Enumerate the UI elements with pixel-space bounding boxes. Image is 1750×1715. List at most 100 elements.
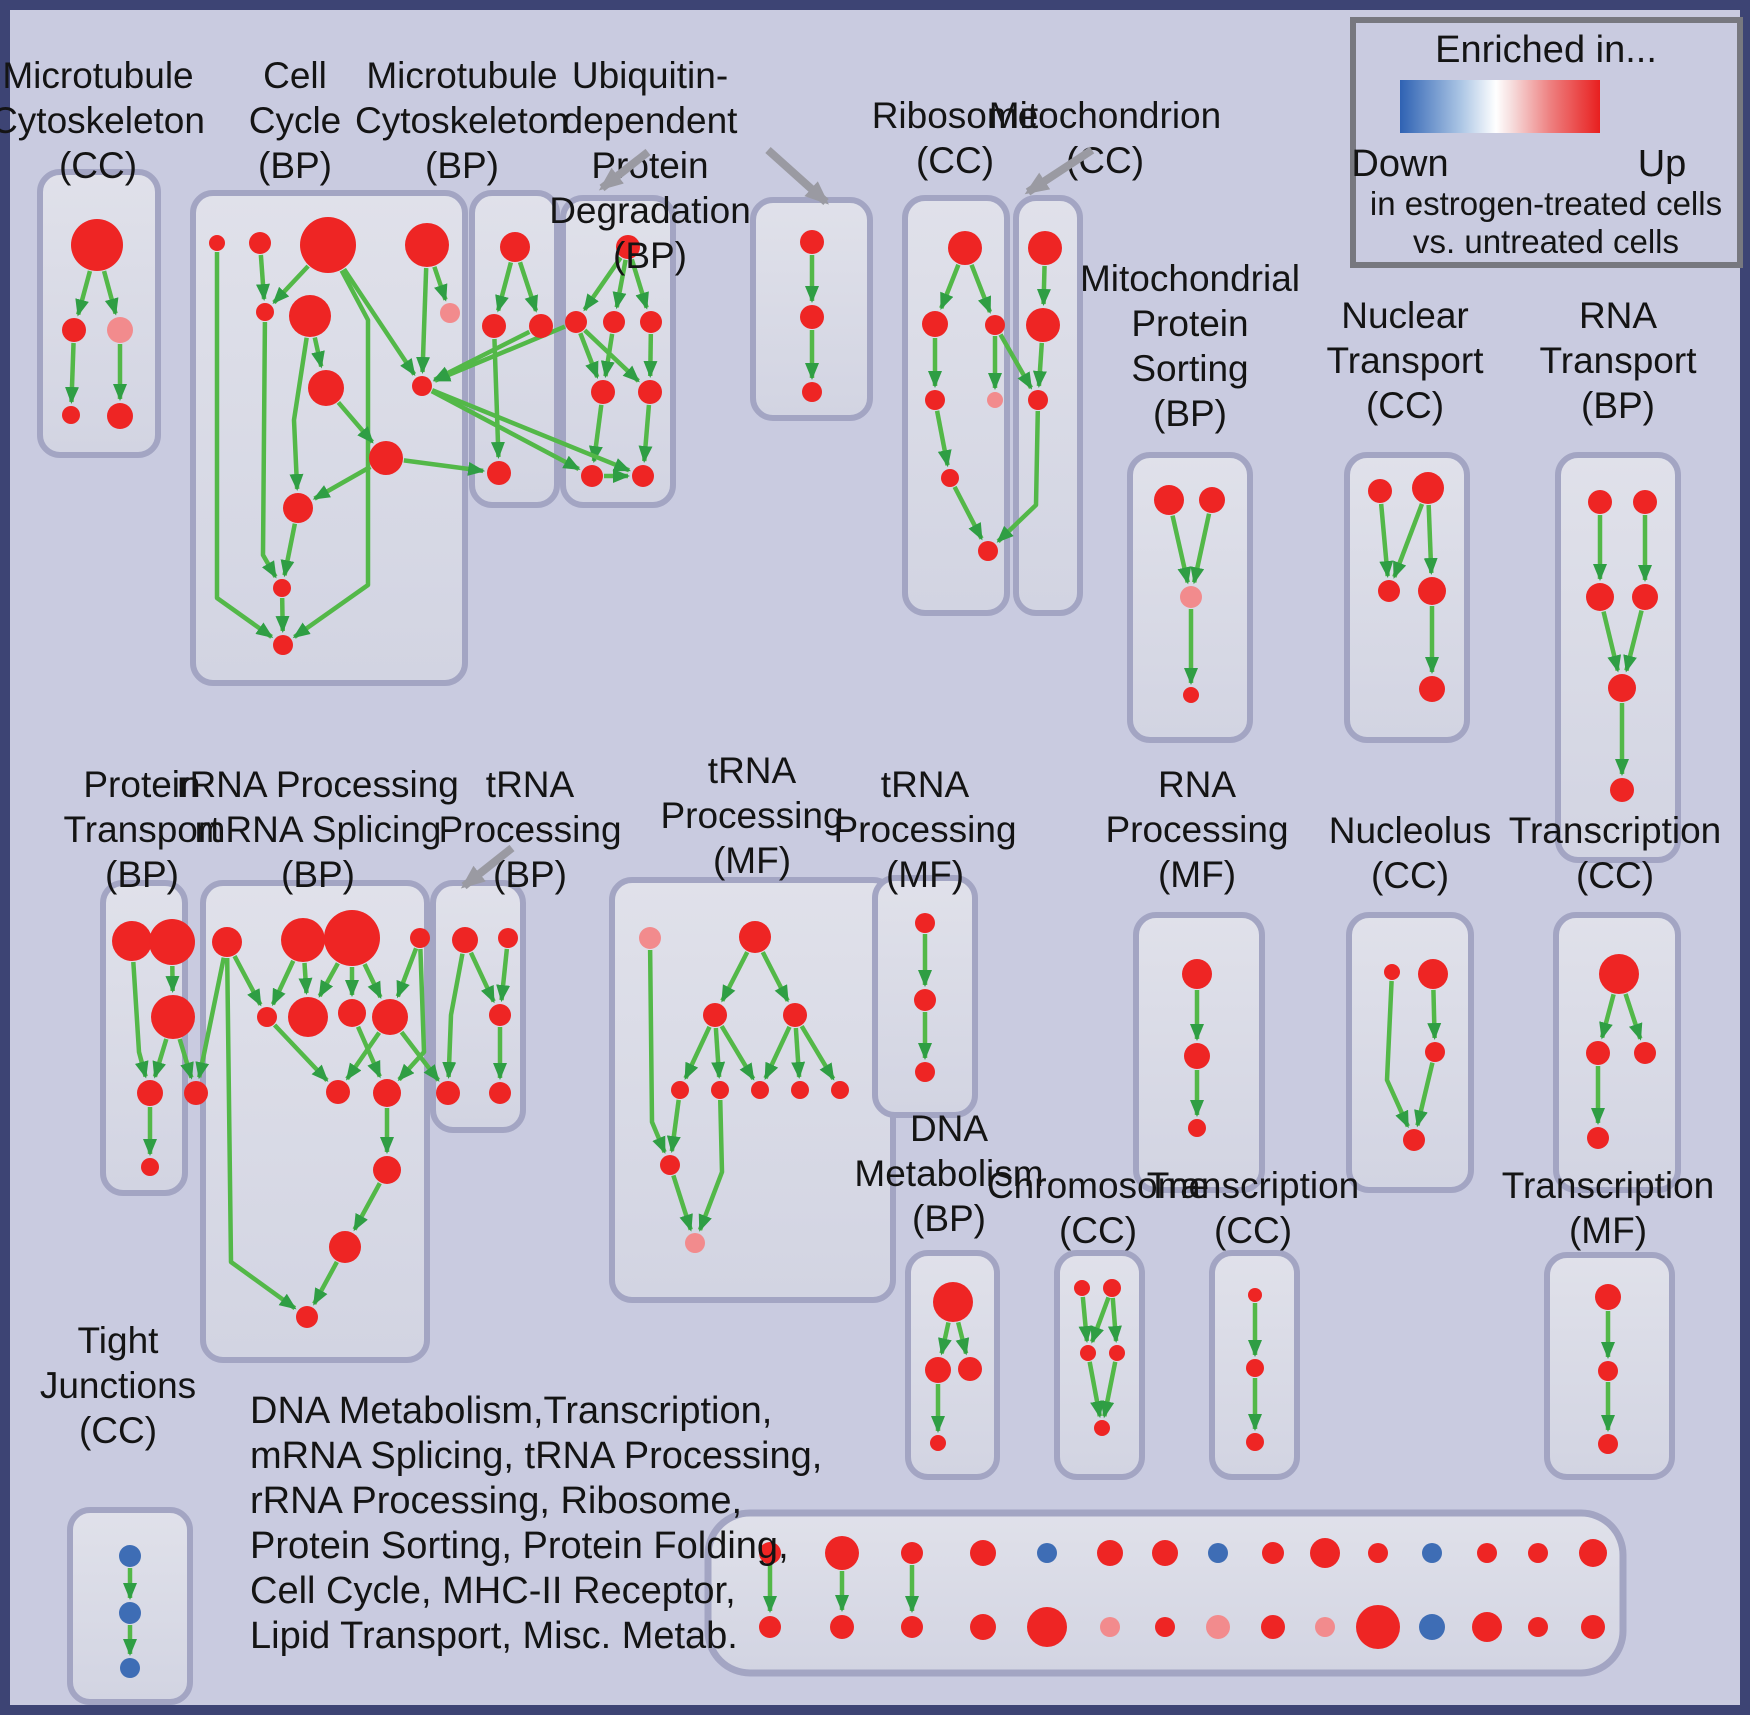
edges-layer [64, 252, 1652, 1656]
cluster-label-nt-line2: Transport [1327, 340, 1485, 381]
go-term-node-rrna-K [257, 1007, 277, 1027]
cluster-label-trmf-line2: (MF) [1569, 1210, 1647, 1251]
cluster-label-mt-cc-line2: Cytoskeleton [0, 100, 205, 141]
misc-pathways-text-line1: DNA Metabolism,Transcription, [250, 1390, 772, 1432]
edge-rrna.G-to-pt.E [195, 957, 226, 1080]
go-term-node-trccmid-w2 [1586, 1041, 1610, 1065]
edge-trnamf1.p4-to-trnamf1.q5 [799, 1024, 836, 1081]
go-term-node-rrna-H [281, 918, 325, 962]
go-term-node-trnabp-T1 [452, 927, 478, 953]
edge-cc.b-to-cc.e [255, 254, 270, 302]
cluster-label-trnamf1-line2: Processing [660, 795, 843, 836]
go-term-node-trnamf1-q2 [711, 1081, 729, 1099]
edge-rrna.J-to-rrna.N [395, 947, 419, 999]
go-term-node-mtbp-m2 [529, 314, 553, 338]
go-term-node-cc-b [249, 232, 271, 254]
go-term-node-nucleolus-v2 [1418, 959, 1448, 989]
go-term-node-dnamet-d3 [958, 1357, 982, 1381]
misc-node-top-12 [1422, 1543, 1442, 1563]
go-term-node-pt-D [137, 1080, 163, 1106]
edge-nucleolus.v2-to-nucleolus.v3 [1427, 989, 1442, 1041]
go-term-node-mtbp-t [500, 232, 530, 262]
misc-node-top-3 [901, 1542, 923, 1564]
go-term-node-nt-t5 [1419, 676, 1445, 702]
go-term-node-rrna-I [324, 910, 380, 966]
cluster-label-pt-line3: (BP) [105, 854, 179, 895]
go-term-node-chromosome-c1 [1074, 1280, 1090, 1296]
go-term-node-trnabp-T5 [489, 1082, 511, 1104]
edge-cc.f-to-cc.k [289, 337, 309, 492]
cluster-label-trmf-line1: Transcription [1502, 1165, 1714, 1206]
edge-cc.i-to-ubiqL.bo1 [430, 389, 581, 471]
edge-rrna.H-to-rrna.K [270, 959, 296, 1007]
cluster-label-ubiqL-line5: (BP) [613, 235, 687, 276]
misc-node-bottom-9 [1261, 1615, 1285, 1639]
ubiquitin-right-arrow [765, 147, 829, 205]
edge-mtbp.m2-to-cc.i [432, 329, 531, 382]
go-term-node-cc-e [256, 303, 274, 321]
edge-rt.u4-to-rt.u5 [1623, 610, 1644, 673]
edge-ubiqL.m1-to-ubiqL.lo2 [583, 328, 640, 383]
cluster-label-mps-line1: Mitochondrial [1080, 258, 1300, 299]
edge-rrna.G-to-rrna.S [224, 957, 297, 1311]
cluster-label-mtbp-line2: Cytoskeleton [355, 100, 569, 141]
go-term-node-pt-B [149, 919, 195, 965]
go-term-node-trnamf1-q5 [831, 1081, 849, 1099]
legend: Enriched in... Down Up in estrogen-treat… [1350, 17, 1743, 268]
cluster-label-pt-line1: Protein [83, 764, 200, 805]
misc-node-top-14 [1528, 1543, 1548, 1563]
go-term-node-ubiqR-a [800, 230, 824, 254]
cluster-label-trnamf2-line3: (MF) [886, 854, 964, 895]
go-term-node-tight-g1 [119, 1545, 141, 1567]
go-term-node-rrna-Q [373, 1156, 401, 1184]
legend-box [1350, 17, 1743, 268]
go-term-node-nucleolus-v4 [1403, 1129, 1425, 1151]
cluster-label-rt-line1: RNA [1579, 295, 1657, 336]
go-term-node-rrna-P [373, 1079, 401, 1107]
go-term-node-trnamf1-p1 [639, 927, 661, 949]
go-term-node-trnamf1-q3 [751, 1081, 769, 1099]
go-term-node-cc-l [273, 579, 291, 597]
go-term-node-trnabp-T2 [498, 928, 518, 948]
go-term-node-chromosome-c2 [1103, 1279, 1121, 1297]
go-term-node-pt-A [112, 921, 152, 961]
go-term-node-rnamf-x1 [1182, 959, 1212, 989]
misc-node-top-4 [970, 1540, 996, 1566]
go-term-node-mtbp-bot [487, 461, 511, 485]
edge-rrna.I-to-rrna.L [317, 962, 340, 998]
edge-mito.m2-to-mito.m3 [1032, 342, 1047, 389]
misc-node-top-9 [1262, 1542, 1284, 1564]
go-term-node-cc-d [405, 223, 449, 267]
go-term-node-nt-t1 [1368, 479, 1392, 503]
go-term-node-nt-t2 [1412, 472, 1444, 504]
edge-rrna.J-to-rrna.P [397, 948, 427, 1082]
edge-nucleolus.v3-to-nucleolus.v4 [1414, 1062, 1435, 1128]
misc-node-top-11 [1368, 1543, 1388, 1563]
edge-mt-cc.a-to-mt-cc.c [64, 342, 79, 405]
go-term-node-nucleolus-v1 [1384, 964, 1400, 980]
cluster-label-ubiqL-line4: Degradation [549, 190, 751, 231]
misc-node-bottom-15 [1581, 1615, 1605, 1639]
go-term-node-chromosome-c3 [1080, 1345, 1096, 1361]
go-term-node-rib-r1 [948, 231, 982, 265]
edge-cc.k-to-cc.l [280, 523, 298, 578]
go-term-node-cc-g [440, 303, 460, 323]
edge-ubiqL.t-to-ubiqL.m2 [612, 259, 628, 310]
go-term-node-trccbot-e1 [1248, 1288, 1262, 1302]
edge-trnabp.T1-to-trnabp.T4 [442, 953, 465, 1080]
edge-rib.r1-to-rib.r2 [939, 263, 961, 311]
legend-title: Enriched in... [1435, 29, 1657, 71]
misc-node-bottom-2 [830, 1615, 854, 1639]
edge-nt.t1-to-nt.t3 [1378, 503, 1394, 579]
edge-trnabp.T2-to-trnabp.T3 [496, 948, 511, 1003]
go-term-node-rrna-L [288, 997, 328, 1037]
cluster-label-nt-line1: Nuclear [1341, 295, 1469, 336]
cluster-label-mps-line2: Protein [1131, 303, 1248, 344]
misc-node-top-5 [1037, 1543, 1057, 1563]
go-term-node-rib-r7 [978, 541, 998, 561]
edge-cc.h-to-cc.j [336, 400, 375, 444]
edge-chromosome.c2-to-chromosome.c3 [1090, 1296, 1111, 1344]
cluster-label-rib-line1: Ribosome [872, 95, 1039, 136]
edge-cc.c-to-cc.e [272, 264, 310, 305]
go-term-node-trnabp-T3 [489, 1004, 511, 1026]
